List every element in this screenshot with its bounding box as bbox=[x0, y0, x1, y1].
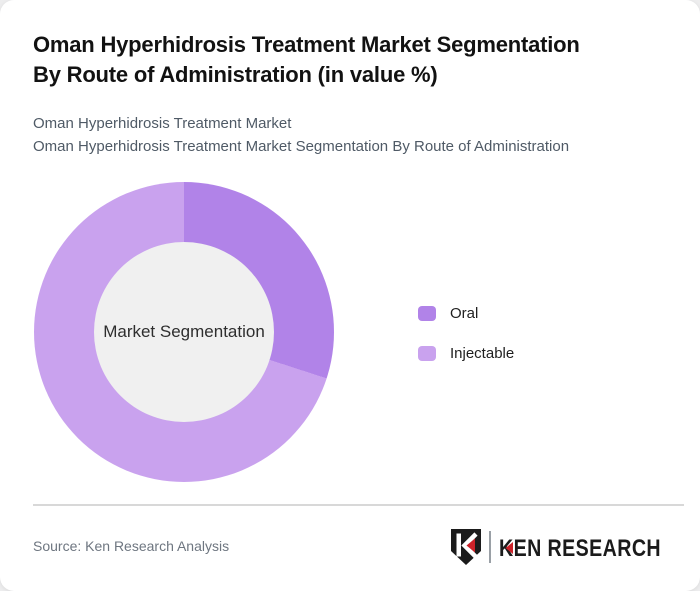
legend-label: Injectable bbox=[450, 345, 515, 362]
brand-text: KEN RESEARCH bbox=[499, 535, 661, 562]
donut-hole: Market Segmentation bbox=[94, 242, 274, 422]
legend-item-oral: Oral bbox=[418, 305, 514, 322]
legend-swatch bbox=[418, 306, 436, 321]
subtitle: Oman Hyperhidrosis Treatment Market Oman… bbox=[33, 113, 676, 158]
subtitle-line-2: Oman Hyperhidrosis Treatment Market Segm… bbox=[33, 137, 570, 155]
brand-k-triangle-icon bbox=[505, 542, 513, 554]
ken-research-shield-icon bbox=[451, 529, 481, 565]
logo-divider bbox=[489, 531, 491, 563]
legend: Oral Injectable bbox=[418, 305, 514, 385]
ken-research-logo: KEN RESEARCH bbox=[451, 529, 661, 565]
source-text: Source: Ken Research Analysis bbox=[33, 538, 230, 554]
footer-divider bbox=[33, 504, 684, 506]
legend-label: Oral bbox=[450, 305, 479, 322]
donut-chart: Market Segmentation bbox=[34, 182, 334, 482]
donut-center-label: Market Segmentation bbox=[103, 322, 265, 341]
legend-swatch bbox=[418, 346, 436, 361]
subtitle-line-1: Oman Hyperhidrosis Treatment Market bbox=[33, 115, 292, 132]
legend-item-injectable: Injectable bbox=[418, 345, 514, 362]
page-title: Oman Hyperhidrosis Treatment Market Segm… bbox=[33, 30, 676, 90]
title-line-1: Oman Hyperhidrosis Treatment Market Segm… bbox=[33, 32, 580, 57]
title-line-2: By Route of Administration (in value %) bbox=[33, 62, 438, 87]
